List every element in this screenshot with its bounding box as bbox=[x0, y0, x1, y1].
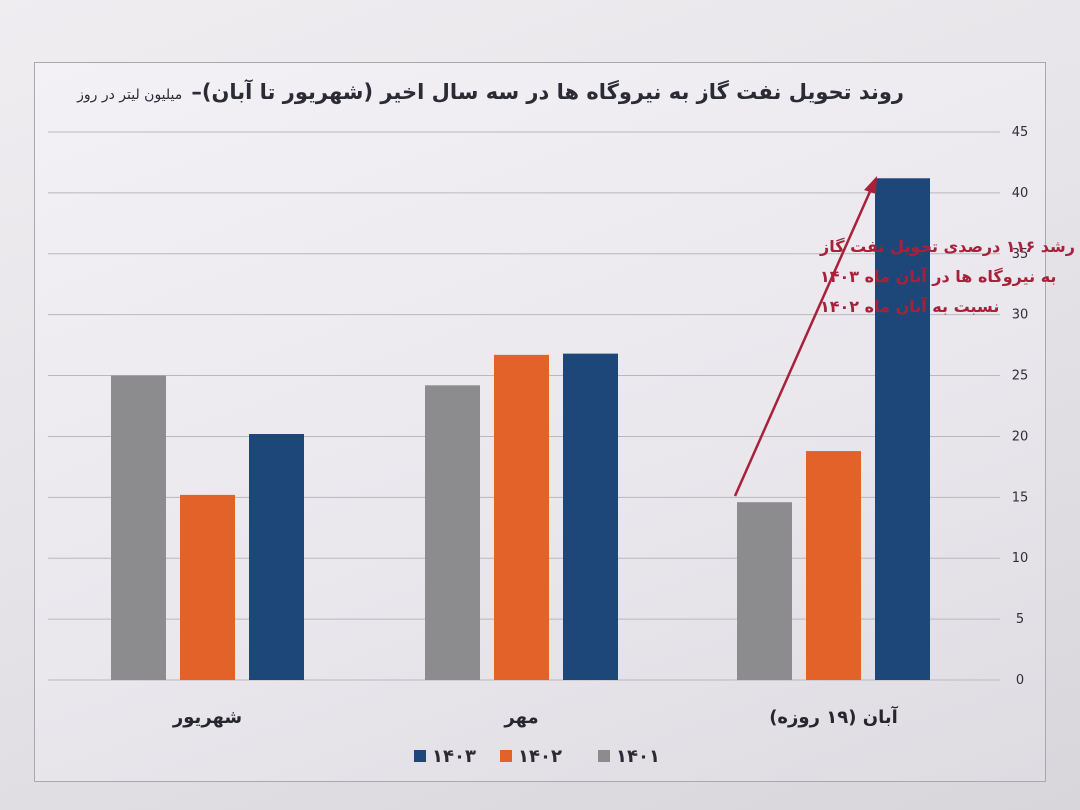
y-axis-ticks: 0 5 10 15 20 25 30 35 40 45 bbox=[1012, 125, 1029, 688]
y-tick-label: 5 bbox=[1016, 612, 1024, 627]
bar bbox=[737, 502, 792, 680]
chart-unit-label: میلیون لیتر در روز bbox=[77, 87, 183, 103]
bar bbox=[425, 385, 480, 680]
bar bbox=[875, 178, 930, 680]
x-category-label: مهر bbox=[503, 707, 538, 728]
x-category-label: آبان (۱۹ روزه) bbox=[769, 705, 898, 728]
bar bbox=[563, 353, 618, 680]
bar bbox=[806, 451, 861, 680]
bar bbox=[111, 375, 166, 680]
annotation: رشد ۱۱۶ درصدی تحویل نفت گاز به نیروگاه ها… bbox=[733, 176, 1075, 497]
y-tick-label: 35 bbox=[1012, 247, 1029, 262]
chart-title-row: روند تحویل نفت گاز به نیروگاه ها در سه س… bbox=[77, 80, 904, 104]
bar bbox=[249, 434, 304, 680]
annotation-text: نسبت به آبان ماه ۱۴۰۲ bbox=[820, 296, 999, 316]
y-tick-label: 15 bbox=[1012, 490, 1029, 505]
annotation-text: به نیروگاه ها در آبان ماه ۱۴۰۳ bbox=[820, 266, 1056, 286]
y-tick-label: 45 bbox=[1012, 125, 1029, 140]
y-tick-label: 30 bbox=[1012, 308, 1029, 323]
bar bbox=[494, 354, 549, 680]
legend-label: ۱۴۰۲ bbox=[518, 746, 562, 767]
y-tick-label: 40 bbox=[1012, 186, 1029, 201]
bars bbox=[111, 178, 930, 680]
bar bbox=[180, 494, 235, 680]
y-tick-label: 0 bbox=[1016, 673, 1024, 688]
legend-label: ۱۴۰۱ bbox=[616, 746, 660, 767]
legend: ۱۴۰۱ ۱۴۰۲ ۱۴۰۳ bbox=[414, 746, 660, 767]
arrow-head-icon bbox=[864, 176, 877, 194]
legend-swatch bbox=[414, 750, 426, 762]
chart-title: روند تحویل نفت گاز به نیروگاه ها در سه س… bbox=[191, 80, 904, 104]
annotation-arrow bbox=[733, 186, 874, 497]
y-tick-label: 20 bbox=[1012, 429, 1029, 444]
x-axis-categories: شهریور مهر آبان (۱۹ روزه) bbox=[172, 705, 899, 728]
legend-swatch bbox=[598, 750, 610, 762]
x-category-label: شهریور bbox=[172, 707, 242, 728]
y-tick-label: 25 bbox=[1012, 369, 1029, 384]
legend-swatch bbox=[500, 750, 512, 762]
y-tick-label: 10 bbox=[1012, 551, 1029, 566]
annotation-text: رشد ۱۱۶ درصدی تحویل نفت گاز bbox=[819, 237, 1075, 256]
legend-label: ۱۴۰۳ bbox=[432, 746, 476, 767]
